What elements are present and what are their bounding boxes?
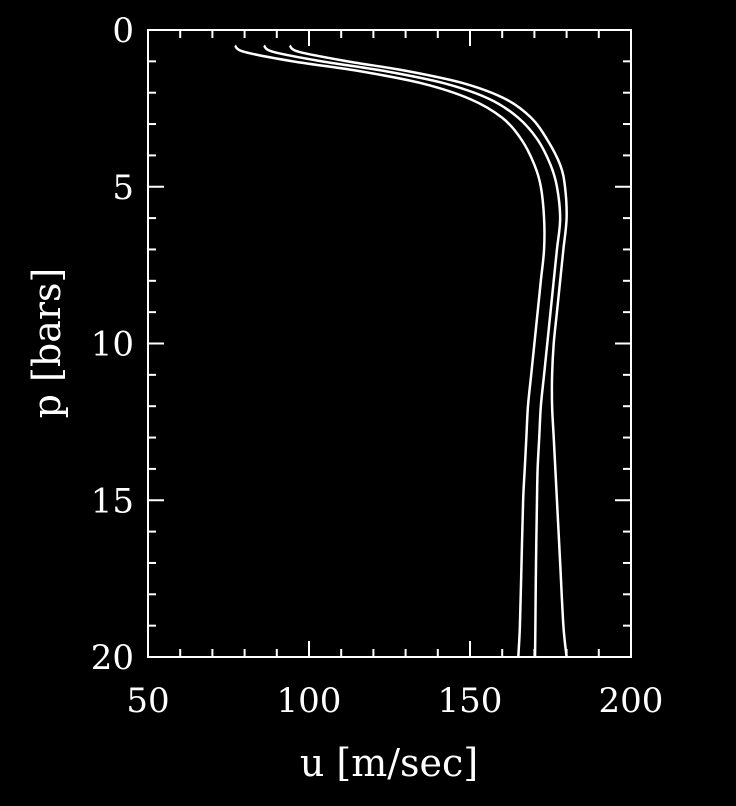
x-tick-label: 100 (277, 681, 342, 721)
y-tick-label: 20 (91, 638, 134, 678)
y-tick-label: 10 (91, 325, 134, 365)
y-tick-label: 5 (112, 168, 134, 208)
x-tick-label: 150 (438, 681, 503, 721)
plot-frame (147, 29, 632, 658)
x-tick-label: 50 (126, 681, 169, 721)
y-axis-label: p [bars] (25, 268, 69, 419)
y-tick-label: 15 (91, 481, 134, 521)
y-tick-label: 0 (112, 11, 134, 51)
axis-ticks (147, 29, 632, 658)
tick-labels: 50 100 150 200 0 5 10 15 20 (91, 11, 664, 721)
x-tick-label: 200 (599, 681, 664, 721)
series-line-2 (263, 44, 562, 658)
series-group (234, 44, 568, 658)
series-line-3 (288, 44, 568, 658)
series-line-1 (234, 44, 546, 658)
x-axis-label: u [m/sec] (300, 741, 478, 785)
